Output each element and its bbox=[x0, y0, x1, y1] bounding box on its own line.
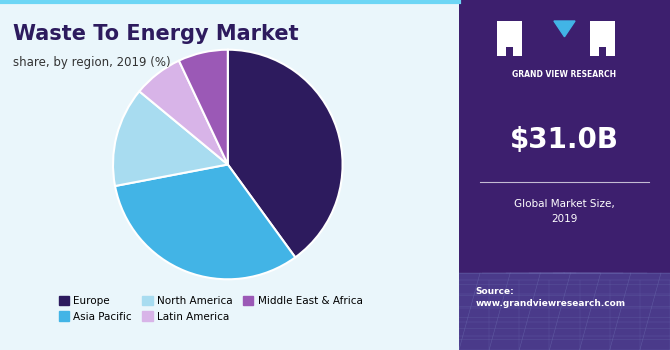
Wedge shape bbox=[113, 91, 228, 186]
Wedge shape bbox=[179, 50, 228, 164]
Wedge shape bbox=[139, 61, 228, 164]
FancyBboxPatch shape bbox=[497, 21, 523, 56]
Text: Source:
www.grandviewresearch.com: Source: www.grandviewresearch.com bbox=[476, 287, 626, 308]
Text: Global Market Size,
2019: Global Market Size, 2019 bbox=[514, 199, 615, 224]
FancyBboxPatch shape bbox=[599, 47, 606, 56]
Polygon shape bbox=[554, 21, 575, 37]
Text: $31.0B: $31.0B bbox=[510, 126, 619, 154]
Text: share, by region, 2019 (%): share, by region, 2019 (%) bbox=[13, 56, 171, 69]
FancyBboxPatch shape bbox=[506, 47, 513, 56]
FancyBboxPatch shape bbox=[590, 21, 615, 56]
FancyBboxPatch shape bbox=[459, 0, 670, 350]
Legend: Europe, Asia Pacific, North America, Latin America, Middle East & Africa: Europe, Asia Pacific, North America, Lat… bbox=[54, 292, 366, 326]
Text: Waste To Energy Market: Waste To Energy Market bbox=[13, 25, 299, 44]
Text: GRAND VIEW RESEARCH: GRAND VIEW RESEARCH bbox=[513, 70, 616, 79]
Wedge shape bbox=[228, 50, 342, 257]
FancyBboxPatch shape bbox=[459, 273, 670, 350]
Wedge shape bbox=[115, 164, 295, 279]
